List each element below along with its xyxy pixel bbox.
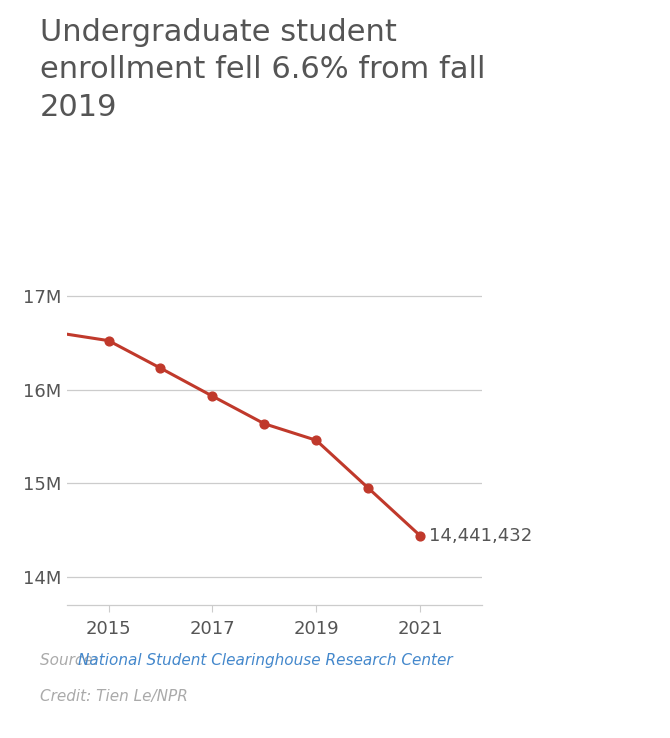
Point bbox=[52, 327, 62, 339]
Text: Credit: Tien Le/NPR: Credit: Tien Le/NPR bbox=[40, 689, 188, 703]
Point bbox=[311, 435, 322, 446]
Text: National Student Clearinghouse Research Center: National Student Clearinghouse Research … bbox=[78, 653, 453, 668]
Point bbox=[363, 482, 374, 494]
Point bbox=[207, 390, 218, 402]
Point bbox=[259, 418, 270, 430]
Point bbox=[155, 362, 165, 374]
Point bbox=[103, 335, 114, 347]
Text: Undergraduate student
enrollment fell 6.6% from fall
2019: Undergraduate student enrollment fell 6.… bbox=[40, 18, 486, 122]
Point bbox=[415, 530, 425, 542]
Text: Source:: Source: bbox=[40, 653, 103, 668]
Text: 14,441,432: 14,441,432 bbox=[429, 527, 533, 545]
